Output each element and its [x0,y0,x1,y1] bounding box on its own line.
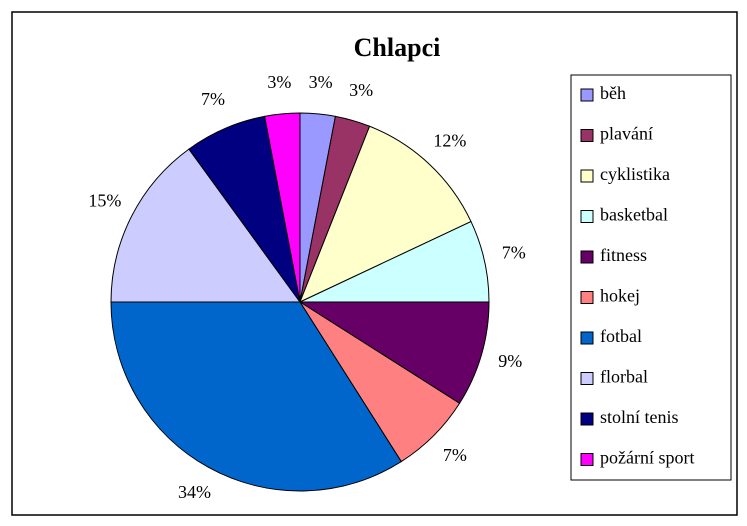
pie-slice [299,125,472,303]
legend-swatch [580,412,594,426]
legend-label: fotbal [600,326,642,346]
legend-swatch [580,250,594,264]
legend-label: basketbal [600,205,668,225]
legend-label: florbal [600,367,648,387]
data-label: 3% [267,72,291,92]
pie-slice [264,112,301,303]
pie-slice [110,301,402,492]
chart-title: Chlapci [354,33,441,62]
data-label: 12% [433,130,466,150]
legend-swatch [580,372,594,385]
data-label: 15% [88,191,121,211]
data-label: 3% [349,80,373,100]
legend-swatch [580,291,594,304]
legend-box [570,74,732,481]
legend-label: požární sport [600,448,694,468]
legend-label: plavání [600,124,653,144]
data-label: 7% [502,242,526,262]
legend-swatch [580,88,594,102]
legend-label: běh [600,83,626,103]
pie-slice [298,301,490,404]
legend-swatch [580,129,594,142]
data-label: 34% [178,482,211,502]
legend-swatch [580,331,594,345]
data-label: 7% [443,445,467,465]
pie-slice [110,148,301,303]
data-label: 7% [201,89,225,109]
data-label: 3% [309,72,333,92]
legend-label: fitness [600,245,647,265]
legend-swatch [580,210,594,223]
legend-label: stolní tenis [600,407,679,427]
legend-label: cyklistika [600,164,670,184]
legend-swatch [580,169,594,183]
data-label: 9% [498,351,522,371]
legend-swatch [580,453,594,466]
legend-label: hokej [600,286,640,306]
